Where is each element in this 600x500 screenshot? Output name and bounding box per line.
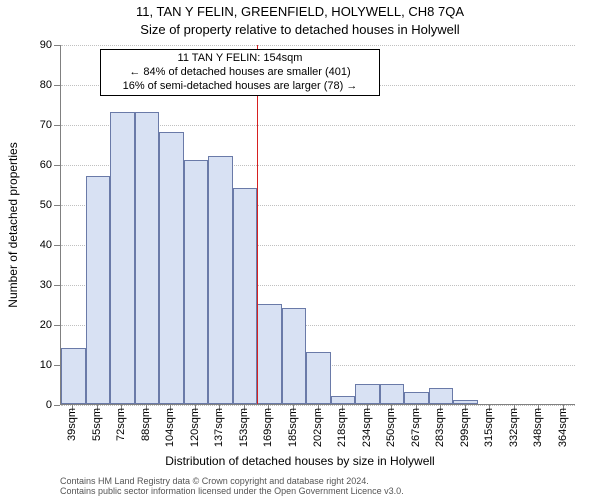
x-tick-label: 218sqm: [336, 408, 348, 447]
credits-line1: Contains HM Land Registry data © Crown c…: [60, 476, 404, 486]
y-tick: [54, 325, 60, 326]
x-tick-label: 299sqm: [459, 408, 471, 447]
histogram-bar: [184, 160, 209, 404]
histogram-bar: [159, 132, 184, 404]
x-tick-label: 250sqm: [385, 408, 397, 447]
y-tick: [54, 285, 60, 286]
credits: Contains HM Land Registry data © Crown c…: [60, 476, 404, 497]
annotation-line1: 11 TAN Y FELIN: 154sqm: [105, 52, 375, 66]
y-tick: [54, 405, 60, 406]
annotation-box: 11 TAN Y FELIN: 154sqm ← 84% of detached…: [100, 49, 380, 96]
x-tick-label: 104sqm: [164, 408, 176, 447]
reference-line: [257, 45, 258, 404]
histogram-bar: [355, 384, 380, 404]
x-tick-label: 234sqm: [361, 408, 373, 447]
x-tick-label: 315sqm: [483, 408, 495, 447]
y-tick: [54, 205, 60, 206]
histogram-bar: [135, 112, 160, 404]
x-tick-label: 88sqm: [140, 408, 152, 441]
histogram-bar: [257, 304, 282, 404]
histogram-bar: [380, 384, 405, 404]
x-axis-label: Distribution of detached houses by size …: [0, 454, 600, 468]
x-tick-label: 267sqm: [410, 408, 422, 447]
y-tick-label: 50: [12, 199, 52, 211]
x-tick-label: 72sqm: [115, 408, 127, 441]
y-tick-label: 10: [12, 359, 52, 371]
x-tick-label: 185sqm: [287, 408, 299, 447]
y-tick: [54, 245, 60, 246]
x-tick-label: 169sqm: [262, 408, 274, 447]
y-tick-label: 80: [12, 79, 52, 91]
histogram-bar: [86, 176, 111, 404]
y-tick: [54, 165, 60, 166]
annotation-line3: 16% of semi-detached houses are larger (…: [105, 80, 375, 94]
histogram-bar: [331, 396, 356, 404]
x-tick-label: 283sqm: [434, 408, 446, 447]
histogram-bar: [429, 388, 454, 404]
histogram-bar: [233, 188, 258, 404]
histogram-bar: [282, 308, 307, 404]
x-tick-label: 202sqm: [312, 408, 324, 447]
histogram-bar: [208, 156, 233, 404]
x-tick-label: 55sqm: [91, 408, 103, 441]
y-tick-label: 20: [12, 319, 52, 331]
credits-line2: Contains public sector information licen…: [60, 486, 404, 496]
chart-title-line1: 11, TAN Y FELIN, GREENFIELD, HOLYWELL, C…: [0, 4, 600, 19]
y-tick-label: 60: [12, 159, 52, 171]
plot-area: [60, 45, 575, 405]
x-tick-label: 120sqm: [189, 408, 201, 447]
histogram-bar: [306, 352, 331, 404]
histogram-bar: [404, 392, 429, 404]
y-tick: [54, 85, 60, 86]
y-tick: [54, 45, 60, 46]
chart-title-line2: Size of property relative to detached ho…: [0, 22, 600, 37]
y-tick-label: 90: [12, 39, 52, 51]
x-tick-label: 39sqm: [66, 408, 78, 441]
chart-page: 11, TAN Y FELIN, GREENFIELD, HOLYWELL, C…: [0, 0, 600, 500]
x-tick-label: 348sqm: [532, 408, 544, 447]
y-tick-label: 40: [12, 239, 52, 251]
y-tick: [54, 125, 60, 126]
histogram-bar: [110, 112, 135, 404]
y-tick-label: 30: [12, 279, 52, 291]
y-tick-label: 70: [12, 119, 52, 131]
y-tick-label: 0: [12, 399, 52, 411]
y-tick: [54, 365, 60, 366]
histogram-bar: [453, 400, 478, 404]
x-tick-label: 332sqm: [508, 408, 520, 447]
histogram-bar: [61, 348, 86, 404]
x-tick-label: 137sqm: [213, 408, 225, 447]
annotation-line2: ← 84% of detached houses are smaller (40…: [105, 66, 375, 80]
gridline: [61, 45, 575, 46]
x-tick-label: 364sqm: [557, 408, 569, 447]
x-tick-label: 153sqm: [238, 408, 250, 447]
